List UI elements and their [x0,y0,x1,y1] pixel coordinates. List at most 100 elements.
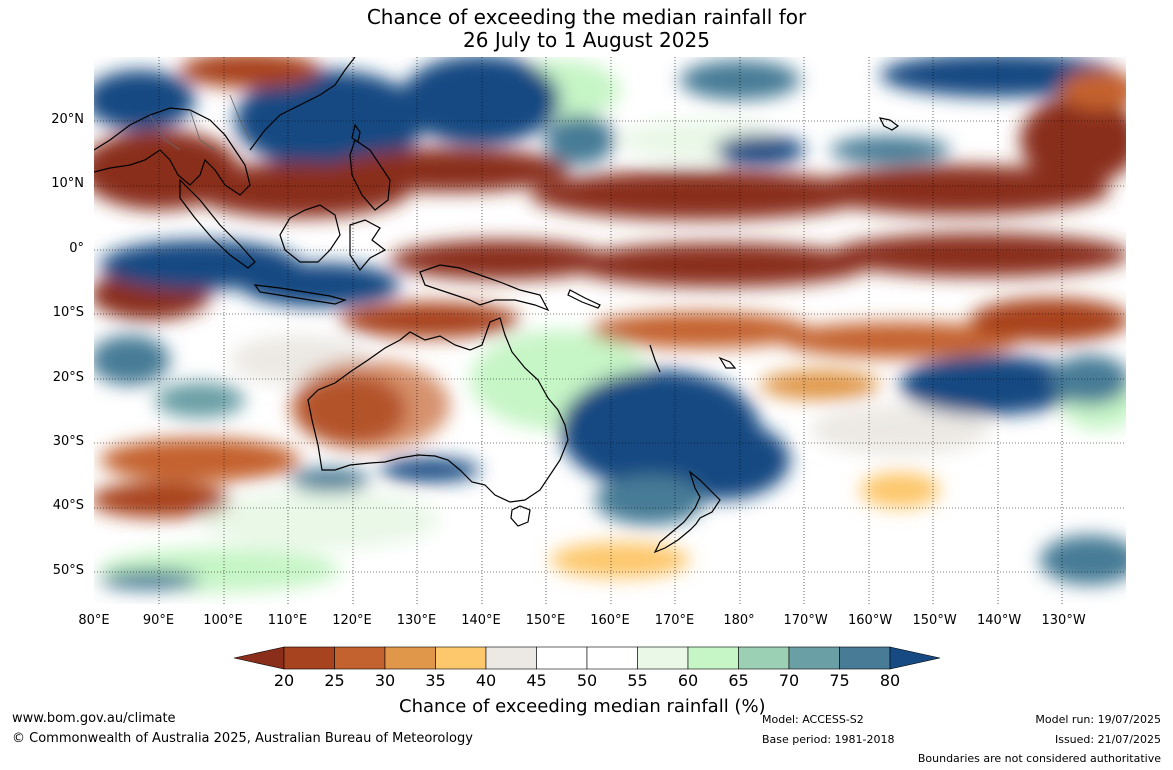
field-wet-blue [595,475,705,525]
field-dry-red [830,233,1126,277]
colorbar-segment [637,646,689,670]
field-very-light-green [200,490,440,550]
field-wet-blue [290,468,370,492]
colorbar-tick-label: 45 [526,671,547,690]
colorbar-tick-label: 25 [324,671,345,690]
field-wet-blue [155,382,245,418]
lon-label: 100°E [203,613,243,628]
field-wet-blue [400,57,560,145]
colorbar-max-extend [889,646,941,670]
colorbar-segment [738,646,790,670]
lon-label: 80°E [78,613,110,628]
field-neutral [810,405,990,455]
lon-label: 160°E [590,613,630,628]
colorbar-tick-label: 75 [829,671,850,690]
lon-label: 120°E [332,613,372,628]
colorbar-segment [435,646,487,670]
field-wet-blue [880,57,1120,97]
field-wet-blue [94,335,170,385]
graticule [94,57,1126,604]
field-dry-red [1020,95,1126,185]
map-title-line1: Chance of exceeding the median rainfall … [366,5,807,29]
colorbar-label: Chance of exceeding median rainfall (%) [399,696,766,717]
footer-copyright: © Commonwealth of Australia 2025, Austra… [12,731,473,746]
tasmania-coast [510,505,531,527]
field-dry-red [94,482,230,518]
lon-label: 150°W [912,613,957,628]
borneo-coast [279,204,341,263]
colorbar-segment [839,646,891,670]
new-guinea-coast [419,264,550,312]
colorbar [233,646,941,670]
lon-label: 90°E [142,613,175,628]
colorbar-tick-label: 70 [778,671,800,690]
field-wet-blue [94,70,195,130]
colorbar-segment [485,646,537,670]
lat-label: 20°S [52,369,84,385]
sulawesi-coast [349,219,387,272]
lon-label: 110°E [267,613,308,628]
lat-label: 40°S [52,498,84,514]
lon-label: 140°E [461,613,501,628]
colorbar-segment [283,646,335,670]
lon-label: 140°W [977,613,1022,628]
field-wet-blue [715,135,805,165]
colorbar-segment [788,646,840,670]
field-dry-red [530,170,870,220]
field-wet-blue [380,458,480,482]
field-wet-blue [650,420,790,500]
colorbar-tick-label: 55 [627,671,648,690]
footer-url[interactable]: www.bom.gov.au/climate [12,711,176,726]
colorbar-tick-label: 65 [728,671,749,690]
field-wet-blue [240,263,400,307]
colorbar-tick-label: 35 [425,671,446,690]
colorbar-tick-label: 80 [879,671,901,690]
field-dry-red [810,165,1110,215]
field-dry-red [970,298,1126,342]
colorbar-segment [687,646,739,670]
philippines-coast [349,139,391,211]
lon-label: 130°W [1041,613,1086,628]
colorbar-segment [384,646,436,670]
field-wet-blue [235,70,425,170]
sumatra-coast [179,178,256,269]
colorbar-tick-label: 30 [374,671,396,690]
colorbar-tick-label: 40 [475,671,497,690]
colorbar-segment [586,646,638,670]
colorbar-min-extend [233,646,285,670]
footer-base-period: Base period: 1981-2018 [762,733,895,746]
java-coast [253,284,347,305]
field-wet-blue [100,570,200,590]
field-wet-blue [1040,535,1126,585]
australia-coast [307,317,569,503]
lat-label: 10°S [52,305,84,321]
lon-label: 150°E [525,613,566,628]
footer-model-run: Model run: 19/07/2025 [1035,713,1161,726]
map-title-line2: 26 July to 1 August 2025 [463,28,710,52]
footer-disclaimer: Boundaries are not considered authoritat… [917,752,1161,765]
lat-label: 50°S [52,562,84,578]
hawaii-coast [878,117,900,131]
field-dry-orange [100,438,300,482]
lon-label: 170°W [783,613,828,628]
borders [149,94,251,151]
field-wet-blue [900,355,1080,415]
asia-mainland-coast [94,107,251,196]
colorbar-tick-label: 60 [677,671,699,690]
field-dry-orange [290,360,450,450]
lat-label: 20°N [51,112,84,127]
colorbar-segment [536,646,588,670]
field-light-orange [550,542,690,578]
lat-label: 30°S [52,434,84,449]
lat-label: 10°N [51,176,84,192]
colorbar-segment [334,646,386,670]
lon-label: 170°E [654,613,695,628]
lat-label: 0° [69,240,84,256]
lon-label: 160°W [848,613,893,628]
solomon-islands [567,289,601,309]
footer-issued: Issued: 21/07/2025 [1054,733,1161,746]
coastlines [94,57,900,554]
field-dry-orange [780,322,1020,358]
field-dry-orange [760,370,880,400]
